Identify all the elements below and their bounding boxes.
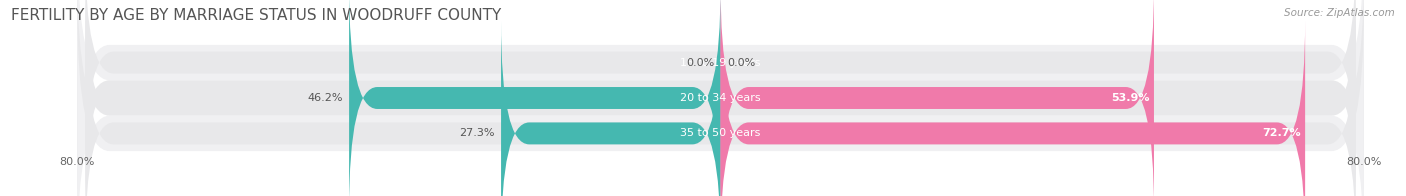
Text: 20 to 34 years: 20 to 34 years <box>681 93 761 103</box>
Text: 15 to 19 years: 15 to 19 years <box>681 58 761 68</box>
Text: 0.0%: 0.0% <box>686 58 714 68</box>
FancyBboxPatch shape <box>349 0 721 196</box>
Text: 46.2%: 46.2% <box>307 93 343 103</box>
FancyBboxPatch shape <box>501 20 721 196</box>
FancyBboxPatch shape <box>77 9 1364 196</box>
FancyBboxPatch shape <box>77 0 1364 187</box>
Text: 35 to 50 years: 35 to 50 years <box>681 128 761 138</box>
FancyBboxPatch shape <box>77 0 1364 196</box>
FancyBboxPatch shape <box>86 0 1355 196</box>
FancyBboxPatch shape <box>86 0 1355 176</box>
Text: FERTILITY BY AGE BY MARRIAGE STATUS IN WOODRUFF COUNTY: FERTILITY BY AGE BY MARRIAGE STATUS IN W… <box>11 8 502 23</box>
FancyBboxPatch shape <box>721 20 1305 196</box>
Text: Source: ZipAtlas.com: Source: ZipAtlas.com <box>1284 8 1395 18</box>
Text: 0.0%: 0.0% <box>727 58 755 68</box>
Text: 72.7%: 72.7% <box>1263 128 1301 138</box>
FancyBboxPatch shape <box>721 0 1154 196</box>
Text: 27.3%: 27.3% <box>460 128 495 138</box>
Text: 53.9%: 53.9% <box>1111 93 1150 103</box>
FancyBboxPatch shape <box>86 20 1355 196</box>
